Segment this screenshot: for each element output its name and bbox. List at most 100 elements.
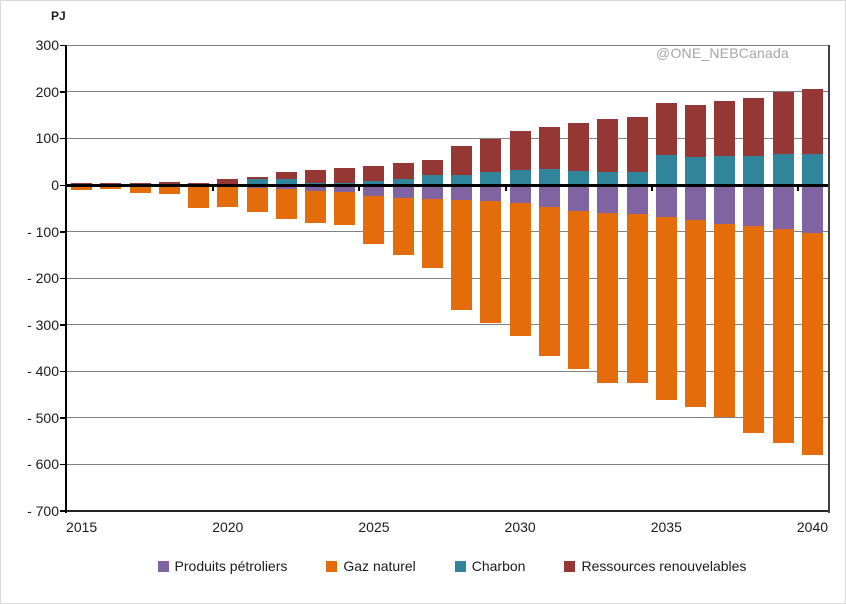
bar-segment-2025 [363,165,385,181]
bar-segment-2029 [480,139,502,172]
plot-right-border [828,45,830,513]
legend-swatch [454,560,466,572]
bar-segment-2040 [801,233,823,456]
bar-segment-2022 [275,171,297,179]
bar-segment-2018 [158,185,180,195]
y-axis-tick [60,137,65,140]
bar-segment-2031 [538,185,560,207]
bar-segment-2028 [451,146,473,175]
legend-item: Gaz naturel [326,558,416,574]
legend-item: Ressources renouvelables [564,558,746,574]
bar-segment-2035 [655,154,677,185]
bar-segment-2030 [509,203,531,337]
y-axis-tick [60,91,65,93]
legend-swatch [157,560,169,572]
bar-segment-2038 [743,185,765,226]
bar-segment-2021 [246,188,268,212]
y-axis-tick [60,510,65,512]
bar-segment-2019 [188,185,210,209]
bar-segment-2034 [626,117,648,172]
bar-segment-2024 [334,167,356,184]
y-axis-tick [60,184,65,186]
gridline [67,137,828,139]
y-tick-label: 100 [35,130,59,147]
y-axis-tick [60,277,65,280]
bar-segment-2037 [714,185,736,224]
bar-segment-2027 [421,159,443,176]
bar-segment-2032 [568,171,590,185]
bar-segment-2038 [743,225,765,433]
bar-segment-2027 [421,175,443,185]
gridline [67,370,828,372]
bar-segment-2020 [217,179,239,185]
bar-segment-2037 [714,100,736,157]
x-axis-tick [504,185,507,191]
legend-label: Gaz naturel [343,558,416,574]
bar-segment-2034 [626,171,648,185]
bar-segment-2026 [392,185,414,199]
bar-segment-2029 [480,171,502,185]
legend-swatch [564,560,576,572]
bar-segment-2035 [655,103,677,155]
y-tick-label: - 600 [27,456,59,473]
x-tick-label: 2030 [504,519,536,535]
bar-segment-2039 [772,185,794,230]
bar-segment-2037 [714,156,736,185]
bar-segment-2027 [421,185,443,199]
x-tick-label: 2015 [66,519,98,535]
gridline [67,509,828,512]
bar-segment-2033 [597,185,619,213]
bar-segment-2035 [655,185,677,218]
bar-segment-2021 [246,185,268,189]
bar-segment-2015 [71,185,93,190]
bar-segment-2023 [304,170,326,184]
bar-segment-2036 [685,220,707,408]
bar-segment-2022 [275,185,297,189]
bar-segment-2036 [685,157,707,185]
bar-segment-2016 [100,185,122,190]
bar-segment-2023 [304,191,326,224]
bar-segment-2025 [363,196,385,244]
bar-segment-2034 [626,214,648,384]
legend-label: Charbon [471,558,526,574]
bar-segment-2031 [538,169,560,185]
y-tick-label: - 100 [27,223,59,240]
legend-label: Ressources renouvelables [581,558,747,574]
bar-segment-2025 [363,180,385,185]
bar-segment-2031 [538,127,560,170]
bar-segment-2035 [655,217,677,401]
bar-segment-2028 [451,199,473,311]
y-axis-line [65,45,67,513]
y-tick-label: 0 [51,177,59,193]
bar-segment-2017 [129,185,151,194]
bar-segment-2040 [801,153,823,185]
x-tick-label: 2020 [212,519,244,535]
x-axis-tick [358,185,361,191]
bar-segment-2030 [509,169,531,185]
bar-segment-2025 [363,185,385,197]
y-axis-tick [60,370,65,373]
bar-segment-2036 [685,104,707,158]
bar-segment-2038 [743,156,765,185]
bar-segment-2020 [217,186,239,207]
bar-segment-2036 [685,185,707,221]
legend: Produits pétroliers Gaz naturel Charbon Res… [29,558,845,574]
gridline [67,44,828,46]
x-axis-tick [796,185,799,191]
bar-segment-2021 [246,177,268,179]
bar-segment-2023 [304,185,326,192]
legend-item: Produits pétroliers [157,558,287,574]
bar-segment-2030 [509,185,531,204]
bar-segment-2026 [392,163,414,179]
watermark: @ONE_NEBCanada [656,45,789,61]
y-axis-tick [60,231,65,233]
bar-segment-2034 [626,185,648,215]
bar-segment-2026 [392,178,414,185]
y-axis-unit-label: PJ [51,9,66,23]
bar-segment-2040 [801,89,823,154]
bar-segment-2039 [772,229,794,443]
y-axis-tick [60,463,65,466]
bar-segment-2022 [275,188,297,220]
bar-segment-2029 [480,185,502,201]
